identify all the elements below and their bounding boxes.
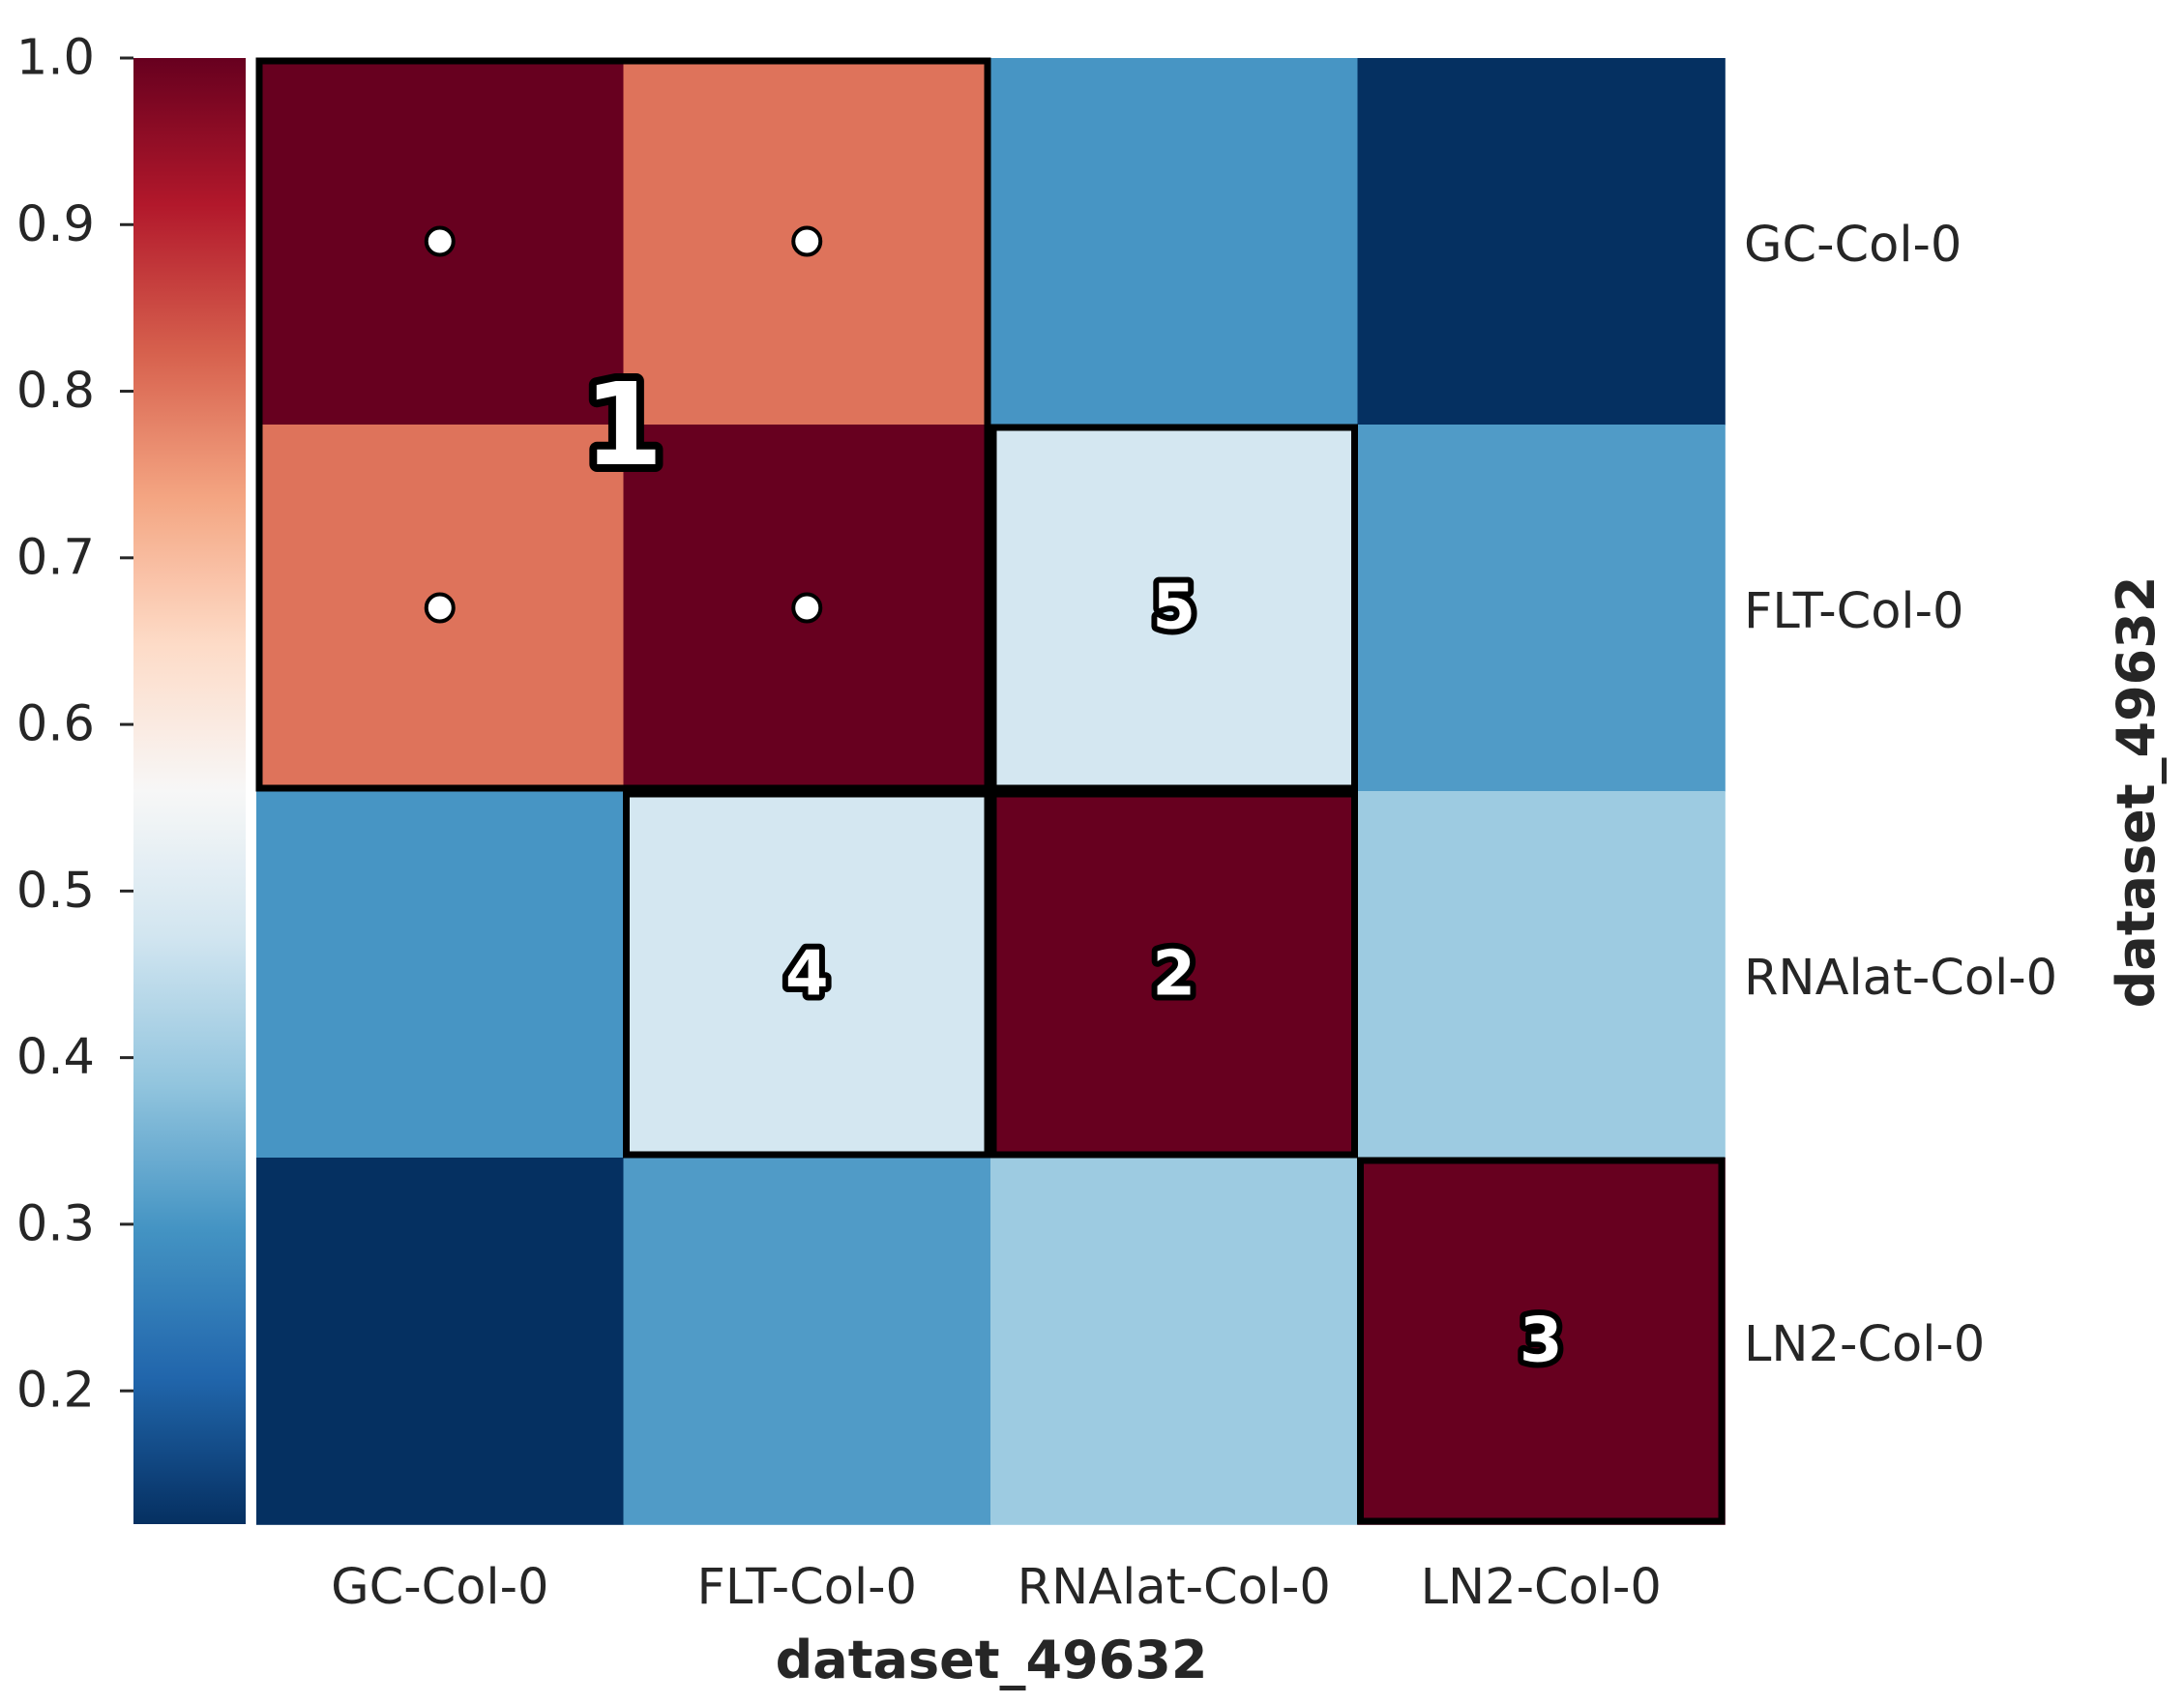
y-tick-label: FLT-Col-0	[1744, 583, 1963, 640]
heatmap-cell-2-2	[990, 791, 1359, 1159]
x-tick-labels: GC-Col-0 FLT-Col-0 RNAlat-Col-0 LN2-Col-0	[331, 1559, 1662, 1616]
y-tick-label: LN2-Col-0	[1744, 1316, 1985, 1373]
heatmap-cell-3-1	[623, 1158, 991, 1525]
colorbar-tick-label: 0.6	[16, 696, 95, 753]
cluster-box-5	[989, 424, 1358, 792]
heatmap-cell-2-0	[256, 791, 625, 1159]
colorbar-gradient	[133, 58, 246, 1524]
heatmap-cells	[256, 58, 1726, 1525]
heatmap-cell-3-0	[256, 1158, 625, 1525]
cell-marker	[791, 225, 823, 257]
x-axis-title: dataset_49632	[776, 1630, 1208, 1690]
cluster-label-1: 1	[583, 358, 663, 491]
cluster-box-1	[255, 57, 991, 792]
heatmap-cell-1-3	[1357, 425, 1726, 792]
cell-marker	[424, 225, 456, 257]
colorbar-tick-label: 0.5	[16, 863, 95, 920]
colorbar-tick-label: 0.9	[16, 196, 95, 253]
colorbar-tick-label: 0.7	[16, 529, 95, 586]
x-tick-label: FLT-Col-0	[697, 1559, 917, 1616]
heatmap-cell-2-1	[623, 791, 991, 1159]
cluster-box-2	[989, 790, 1358, 1159]
heatmap-cell-0-2	[990, 58, 1359, 426]
colorbar-tick-label: 0.4	[16, 1029, 95, 1086]
colorbar-tick-label: 0.8	[16, 363, 95, 420]
cluster-label-3: 3	[1520, 1306, 1563, 1377]
colorbar-tick-label: 1.0	[16, 30, 95, 87]
cluster-label-5: 5	[1152, 573, 1195, 644]
y-tick-label: RNAlat-Col-0	[1744, 950, 2057, 1007]
cluster-box-4	[623, 790, 991, 1159]
cluster-boxes	[255, 57, 1726, 1525]
heatmap-cell-3-3	[1357, 1158, 1726, 1525]
heatmap-cell-1-2	[990, 425, 1359, 792]
x-tick-label: GC-Col-0	[331, 1559, 548, 1616]
x-tick-label: LN2-Col-0	[1421, 1559, 1662, 1616]
y-tick-labels: GC-Col-0 FLT-Col-0 RNAlat-Col-0 LN2-Col-0	[1744, 217, 2057, 1373]
x-tick-label: RNAlat-Col-0	[1018, 1559, 1331, 1616]
cell-marker	[791, 592, 823, 624]
heatmap-cell-2-3	[1357, 791, 1726, 1159]
y-axis-title: dataset_49632	[2106, 576, 2167, 1009]
y-tick-label: GC-Col-0	[1744, 217, 1962, 274]
cluster-labels: 1 2 3 4 5	[576, 350, 1568, 1383]
colorbar-tick-label: 0.2	[16, 1363, 95, 1420]
cluster-box-3	[1357, 1157, 1726, 1525]
cell-marker	[424, 592, 456, 624]
cell-markers	[424, 225, 823, 624]
cluster-label-4: 4	[785, 939, 829, 1011]
colorbar-tick-label: 0.3	[16, 1195, 95, 1252]
colorbar: 0.2 0.3 0.4 0.5 0.6 0.7 0.8 0.9 1.0	[16, 30, 246, 1524]
heatmap-cell-0-3	[1357, 58, 1726, 426]
heatmap-cell-3-2	[990, 1158, 1359, 1525]
cluster-label-2: 2	[1152, 939, 1195, 1011]
